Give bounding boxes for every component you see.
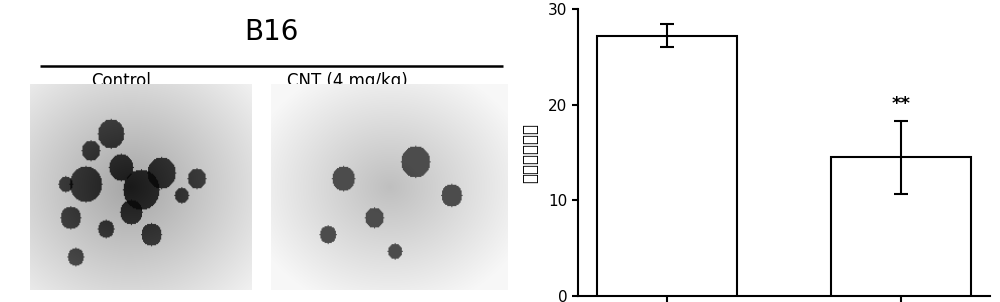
Bar <box>831 157 971 296</box>
Text: CNT (4 mg/kg): CNT (4 mg/kg) <box>287 72 407 90</box>
Text: **: ** <box>892 95 911 113</box>
Text: B16: B16 <box>244 18 299 46</box>
Y-axis label: 肺转移结节数: 肺转移结节数 <box>522 123 540 182</box>
Text: Control: Control <box>91 72 151 90</box>
Bar <box>597 36 737 296</box>
